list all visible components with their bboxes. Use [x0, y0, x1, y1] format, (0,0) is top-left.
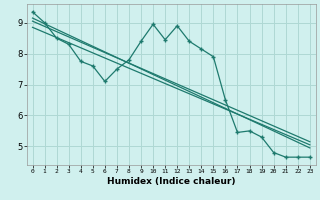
X-axis label: Humidex (Indice chaleur): Humidex (Indice chaleur) [107, 177, 236, 186]
